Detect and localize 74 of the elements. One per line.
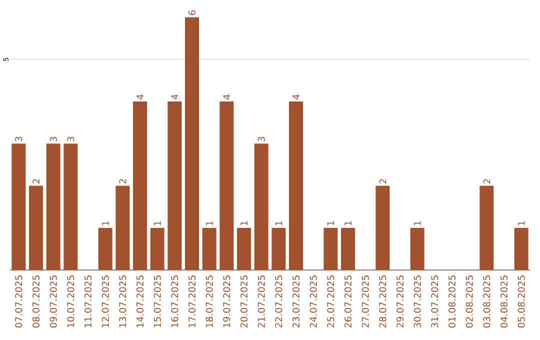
bar: [341, 228, 355, 270]
bar: [98, 228, 112, 270]
data-label: 2: [379, 179, 386, 184]
x-tick-label: 20.07.2025: [240, 276, 248, 328]
bar: [184, 17, 199, 270]
bar: [150, 228, 164, 270]
bar: [12, 144, 26, 270]
bar: [324, 228, 338, 270]
data-label: 1: [327, 221, 334, 226]
x-tick-label: 22.07.2025: [275, 276, 282, 328]
data-label: 3: [258, 136, 265, 142]
bar: [202, 228, 216, 270]
data-label: 1: [275, 221, 282, 226]
data-label: 1: [240, 221, 248, 226]
x-tick-label: 07.07.2025: [15, 276, 22, 328]
x-tick-label: 17.07.2025: [188, 276, 196, 328]
data-label: 3: [67, 136, 74, 142]
bar: [289, 102, 303, 270]
x-tick-label: 01.08.2025: [448, 276, 456, 328]
x-tick-label: 30.07.2025: [414, 276, 421, 328]
bar: [410, 228, 424, 270]
x-tick-label: 16.07.2025: [171, 276, 178, 328]
data-label: 1: [154, 221, 161, 226]
data-label: 4: [136, 94, 144, 100]
x-tick-label: 02.08.2025: [466, 276, 473, 328]
data-label: 2: [119, 179, 126, 184]
x-tick-label: 28.07.2025: [379, 276, 386, 328]
bar: [272, 228, 286, 270]
x-tick-label: 03.08.2025: [483, 276, 490, 328]
bar: [29, 186, 43, 270]
x-tick-label: 23.07.2025: [292, 276, 300, 328]
bar: [514, 228, 528, 270]
bar: [220, 102, 234, 270]
data-label: 2: [483, 179, 490, 184]
bar: [237, 228, 251, 270]
x-tick-label: 21.07.2025: [258, 276, 265, 328]
x-tick-label: 13.07.2025: [119, 276, 126, 328]
data-label: 1: [344, 221, 352, 226]
data-label: 4: [292, 94, 300, 100]
x-tick-label: 29.07.2025: [396, 276, 404, 328]
x-tick-label: 24.07.2025: [310, 276, 317, 328]
x-tick-label: 25.07.2025: [327, 276, 334, 328]
data-label: 1: [518, 221, 525, 226]
data-label: 4: [171, 94, 178, 100]
data-label: 2: [32, 179, 40, 184]
x-tick-label: 09.07.2025: [50, 276, 57, 328]
bar: [480, 186, 494, 270]
data-label: 1: [102, 221, 109, 226]
bar: [168, 102, 182, 270]
data-label: 4: [223, 94, 230, 100]
x-tick-label: 19.07.2025: [223, 276, 230, 328]
data-label: 3: [15, 136, 22, 142]
bar: [376, 186, 390, 270]
x-tick-label: 08.07.2025: [32, 276, 40, 328]
x-tick-label: 18.07.2025: [206, 276, 213, 328]
x-tick-label: 04.08.2025: [500, 276, 508, 328]
bar: [46, 144, 60, 270]
bar: [254, 144, 268, 270]
x-tick-label: 31.07.2025: [431, 276, 438, 328]
x-tick-label: 15.07.2025: [154, 276, 161, 328]
x-tick-label: 14.07.2025: [136, 276, 144, 328]
bar: [133, 102, 147, 270]
data-label: 3: [50, 136, 57, 142]
x-tick-label: 05.08.2025: [518, 276, 525, 328]
x-tick-label: 10.07.2025: [67, 276, 74, 328]
x-tick-label: 11.07.2025: [84, 276, 92, 328]
data-label: 1: [414, 221, 421, 226]
data-label: 6: [188, 10, 196, 16]
x-tick-label: 26.07.2025: [344, 276, 352, 328]
x-tick-label: 12.07.2025: [102, 276, 109, 328]
x-tick-label: 27.07.2025: [362, 276, 369, 328]
data-label: 1: [206, 221, 213, 226]
bar: [64, 144, 78, 270]
bar: [116, 186, 130, 270]
